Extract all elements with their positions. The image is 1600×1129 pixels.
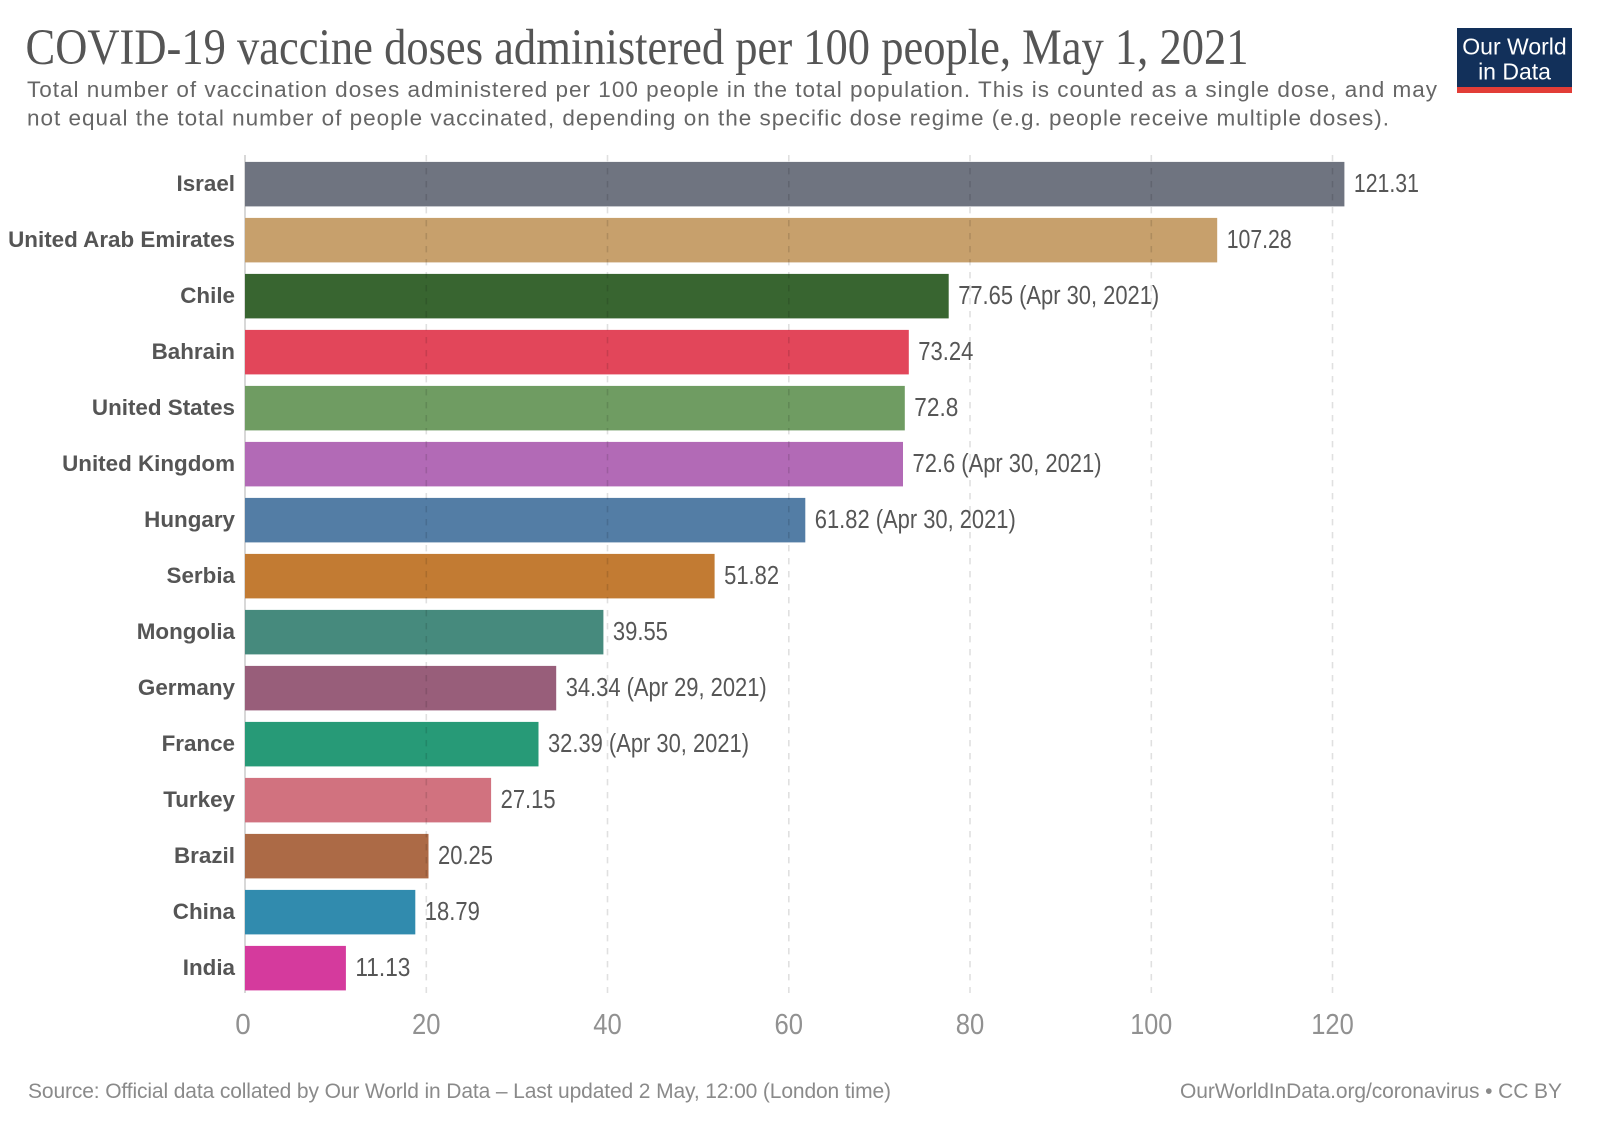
svg-text:France: France bbox=[162, 731, 235, 756]
svg-text:not equal the total number of: not equal the total number of people vac… bbox=[27, 105, 1389, 130]
svg-text:Turkey: Turkey bbox=[163, 787, 235, 812]
svg-text:Germany: Germany bbox=[138, 675, 236, 700]
svg-text:80: 80 bbox=[956, 1009, 985, 1041]
svg-text:72.6 (Apr 30, 2021): 72.6 (Apr 30, 2021) bbox=[913, 450, 1102, 478]
svg-text:27.15: 27.15 bbox=[501, 786, 556, 814]
svg-text:Brazil: Brazil bbox=[174, 843, 235, 868]
svg-text:Bahrain: Bahrain bbox=[152, 339, 235, 364]
svg-text:Our World: Our World bbox=[1462, 33, 1566, 59]
svg-text:107.28: 107.28 bbox=[1227, 226, 1292, 254]
svg-text:20.25: 20.25 bbox=[438, 842, 493, 870]
svg-text:Mongolia: Mongolia bbox=[137, 619, 236, 644]
svg-text:11.13: 11.13 bbox=[355, 954, 410, 982]
svg-text:Chile: Chile bbox=[180, 283, 235, 308]
svg-text:OurWorldInData.org/coronavirus: OurWorldInData.org/coronavirus • CC BY bbox=[1180, 1080, 1562, 1103]
svg-text:18.79: 18.79 bbox=[425, 898, 480, 926]
svg-text:Source: Official data collated: Source: Official data collated by Our Wo… bbox=[28, 1080, 891, 1103]
svg-text:Total number of vaccination do: Total number of vaccination doses admini… bbox=[27, 77, 1438, 102]
svg-text:61.82 (Apr 30, 2021): 61.82 (Apr 30, 2021) bbox=[815, 506, 1016, 534]
svg-text:0: 0 bbox=[235, 1009, 251, 1041]
svg-text:100: 100 bbox=[1130, 1009, 1172, 1041]
svg-text:40: 40 bbox=[593, 1009, 622, 1041]
svg-text:United Kingdom: United Kingdom bbox=[62, 451, 235, 476]
svg-text:73.24: 73.24 bbox=[918, 338, 973, 366]
svg-text:39.55: 39.55 bbox=[613, 618, 668, 646]
svg-text:India: India bbox=[183, 955, 236, 980]
svg-text:121.31: 121.31 bbox=[1354, 170, 1419, 198]
svg-text:77.65 (Apr 30, 2021): 77.65 (Apr 30, 2021) bbox=[958, 282, 1159, 310]
svg-text:China: China bbox=[173, 899, 236, 924]
svg-text:in Data: in Data bbox=[1478, 58, 1551, 84]
svg-text:COVID-19 vaccine doses adminis: COVID-19 vaccine doses administered per … bbox=[26, 20, 1249, 76]
svg-text:Serbia: Serbia bbox=[167, 563, 236, 588]
svg-text:72.8: 72.8 bbox=[914, 394, 958, 422]
svg-text:120: 120 bbox=[1311, 1009, 1354, 1041]
svg-text:United States: United States bbox=[92, 395, 235, 420]
svg-text:Israel: Israel bbox=[176, 171, 235, 196]
svg-text:United Arab Emirates: United Arab Emirates bbox=[8, 227, 235, 252]
svg-text:Hungary: Hungary bbox=[144, 507, 235, 532]
svg-text:60: 60 bbox=[775, 1009, 804, 1041]
svg-text:20: 20 bbox=[412, 1009, 441, 1041]
svg-text:51.82: 51.82 bbox=[724, 562, 779, 590]
svg-text:32.39 (Apr 30, 2021): 32.39 (Apr 30, 2021) bbox=[548, 730, 749, 758]
svg-text:34.34 (Apr 29, 2021): 34.34 (Apr 29, 2021) bbox=[566, 674, 767, 702]
